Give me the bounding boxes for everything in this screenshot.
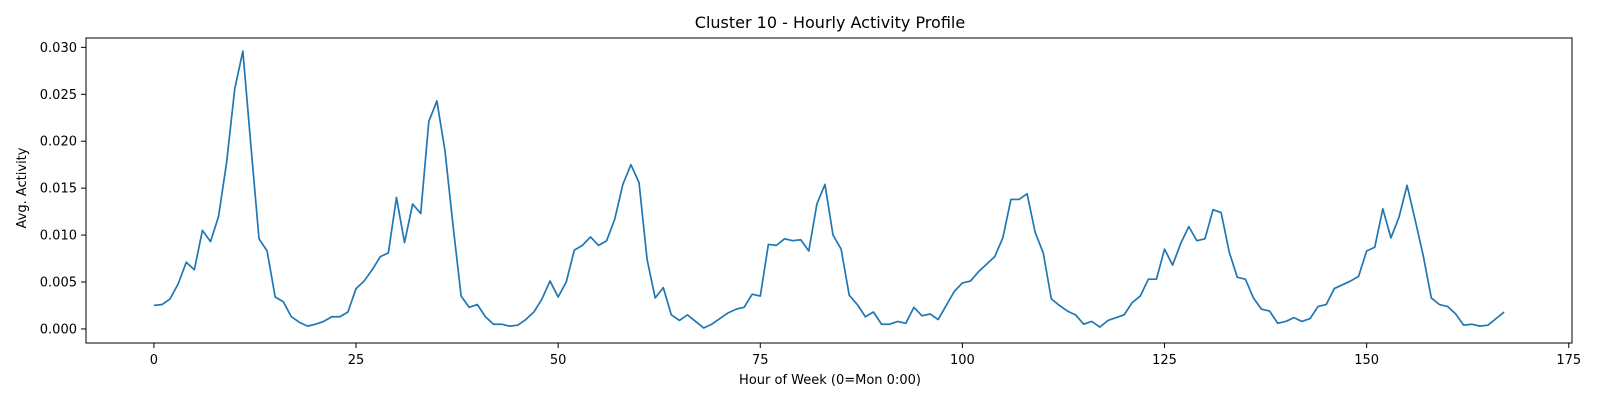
plot-area — [85, 37, 1573, 344]
x-tick-label: 75 — [752, 353, 769, 368]
x-tick-label: 25 — [348, 353, 365, 368]
y-tick-label: 0.000 — [40, 322, 77, 337]
x-tick-label: 125 — [1152, 353, 1177, 368]
x-axis: 0 25 50 75 100 125 150 175 — [150, 343, 1581, 368]
y-axis: 0.000 0.005 0.010 0.015 0.020 0.025 0.030 — [40, 41, 86, 337]
y-tick-label: 0.005 — [40, 276, 77, 291]
x-tick-label: 100 — [950, 353, 975, 368]
y-tick-label: 0.010 — [40, 229, 77, 244]
x-tick-label: 0 — [150, 353, 158, 368]
series-line-0 — [153, 50, 1505, 329]
y-tick-label: 0.030 — [40, 41, 77, 56]
y-tick-label: 0.015 — [40, 182, 77, 197]
y-axis-label: Avg. Activity — [15, 147, 30, 228]
x-axis-label: Hour of Week (0=Mon 0:00) — [739, 373, 921, 388]
x-tick-label: 150 — [1354, 353, 1379, 368]
x-tick-label: 175 — [1556, 353, 1581, 368]
x-tick-label: 50 — [550, 353, 567, 368]
chart-title: Cluster 10 - Hourly Activity Profile — [695, 13, 965, 32]
y-tick-label: 0.025 — [40, 88, 77, 103]
plot-frame — [85, 37, 1573, 344]
y-tick-label: 0.020 — [40, 135, 77, 150]
